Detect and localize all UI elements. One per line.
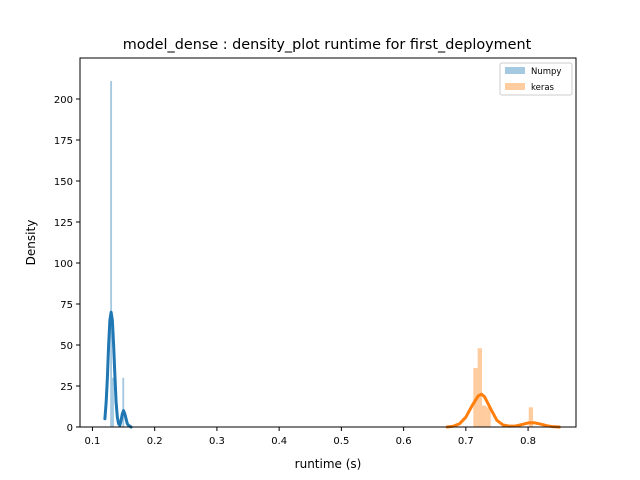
y-tick-label: 25 (60, 382, 73, 393)
x-tick-label: 0.5 (333, 436, 349, 447)
x-tick-label: 0.4 (271, 436, 287, 447)
x-tick-label: 0.2 (147, 436, 163, 447)
histogram-bar-numpy-0 (110, 80, 113, 428)
kde-line-keras (445, 392, 561, 429)
histogram-bar-numpy-1 (112, 377, 114, 427)
x-tick-label: 0.7 (458, 436, 474, 447)
y-tick-label: 125 (54, 218, 73, 229)
histogram-bar-numpy-2 (122, 377, 125, 427)
x-tick-label: 0.8 (520, 436, 536, 447)
x-tick-label: 0.1 (84, 436, 100, 447)
y-tick-label: 50 (60, 341, 73, 352)
legend-label-keras: keras (531, 83, 555, 93)
histogram-bar-keras-1 (477, 348, 483, 427)
legend-swatch-keras (505, 83, 525, 90)
kde-curves (103, 310, 561, 429)
legend-label-numpy: Numpy (531, 67, 561, 77)
y-tick-label: 175 (54, 136, 73, 147)
x-axis-label: runtime (s) (295, 457, 362, 471)
histogram-bars (110, 80, 534, 428)
y-tick-label: 100 (54, 259, 73, 270)
kde-line-numpy (103, 310, 133, 429)
x-tick-label: 0.6 (396, 436, 412, 447)
histogram-bar-keras-4 (528, 407, 534, 427)
legend-box (499, 62, 573, 96)
y-tick-label: 200 (54, 95, 73, 106)
legend: Numpy keras (499, 62, 573, 96)
y-axis-label: Density (24, 220, 38, 266)
y-tick-label: 0 (67, 423, 73, 434)
histogram-bar-keras-3 (486, 407, 491, 427)
plot-frame (79, 57, 577, 428)
x-tick-label: 0.3 (209, 436, 225, 447)
y-tick-label: 75 (60, 300, 73, 311)
legend-swatch-numpy (505, 67, 525, 74)
histogram-bar-keras-2 (482, 405, 487, 427)
x-axis: 0.1 0.2 0.3 0.4 0.5 0.6 0.7 0.8 (84, 427, 536, 447)
chart-title: model_dense : density_plot runtime for f… (123, 37, 532, 53)
y-tick-label: 150 (54, 177, 73, 188)
y-axis: 0 25 50 75 100 125 150 175 200 (54, 95, 80, 434)
